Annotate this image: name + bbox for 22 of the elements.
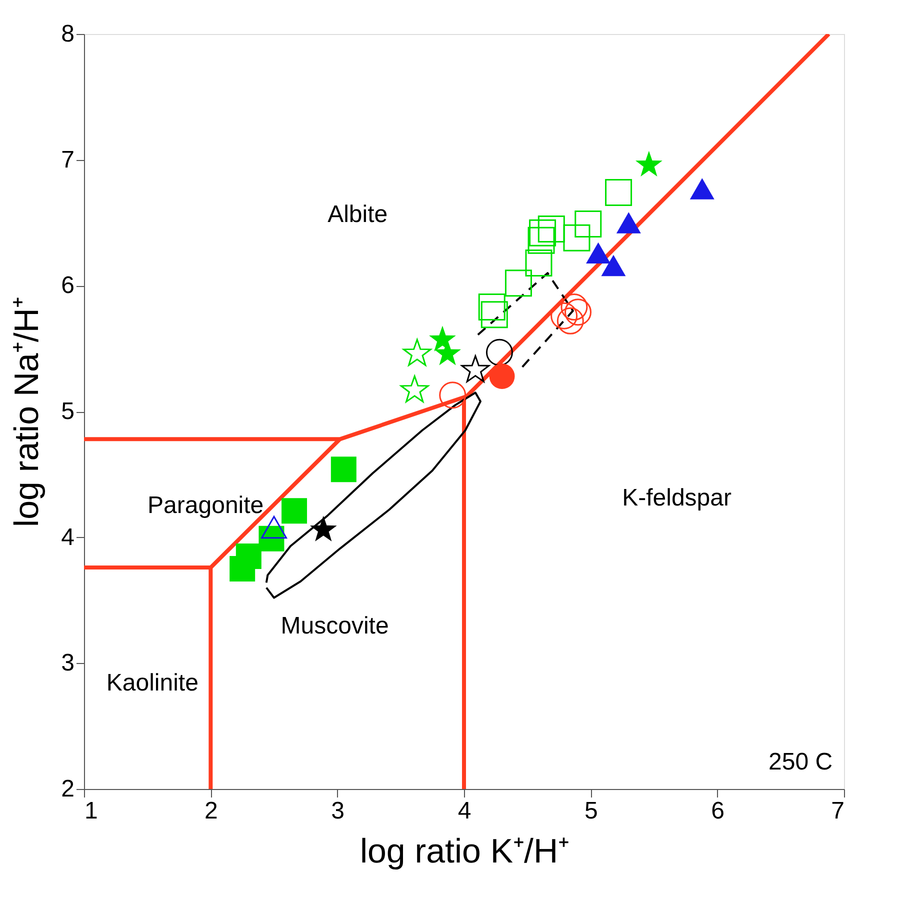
y-axis-title: log ratio Na⁺/H⁺ xyxy=(8,297,46,527)
x-tick-label: 7 xyxy=(831,798,844,824)
x-tick-label: 5 xyxy=(584,798,598,824)
annotation: K-feldspar xyxy=(622,484,732,512)
y-tick-label: 8 xyxy=(61,20,74,48)
annotation: Kaolinite xyxy=(106,669,198,696)
y-tick-label: 7 xyxy=(61,146,74,174)
y-tick-label: 6 xyxy=(61,272,74,300)
annotation: Muscovite xyxy=(280,612,389,640)
y-tick-label: 3 xyxy=(61,650,74,677)
x-tick-label: 4 xyxy=(458,798,472,824)
x-tick-label: 1 xyxy=(84,798,98,824)
annotation: 250 C xyxy=(768,748,833,776)
x-tick-label: 3 xyxy=(331,798,345,824)
annotation: Albite xyxy=(328,201,388,228)
x-axis-title: log ratio K⁺/H⁺ xyxy=(360,832,570,870)
y-tick-label: 2 xyxy=(61,776,74,802)
y-tick-label: 4 xyxy=(61,524,74,551)
y-tick-label: 5 xyxy=(61,398,74,425)
x-tick-label: 6 xyxy=(711,798,725,824)
x-tick-label: 2 xyxy=(204,798,218,824)
annotation: Paragonite xyxy=(148,492,264,519)
